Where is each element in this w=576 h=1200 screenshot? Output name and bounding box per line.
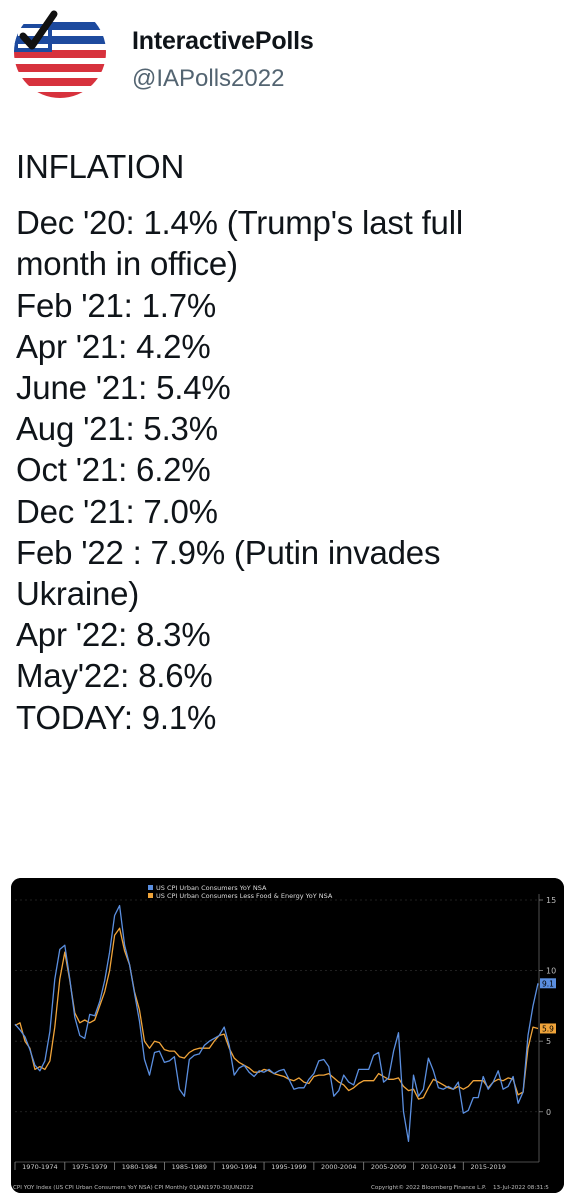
chart-footer: CPI YOY Index (US CPI Urban Consumers Yo…: [13, 1184, 549, 1191]
account-handle[interactable]: @IAPolls2022: [132, 65, 285, 92]
chart-background: [11, 878, 564, 1193]
series-line: [14, 904, 539, 1143]
legend-swatch: [148, 885, 153, 890]
tweet-line: Dec '21: 7.0%: [16, 492, 218, 530]
x-tick-label: 1970-1974: [22, 1163, 57, 1171]
legend-label: US CPI Urban Consumers YoY NSA: [156, 884, 267, 892]
check-flag-icon: [14, 6, 106, 98]
footer-date: 13-Jul-2022 08:31:5: [493, 1185, 549, 1191]
last-value-label: 9.1: [542, 979, 554, 988]
tweet-line: TODAY: 9.1%: [16, 698, 217, 736]
x-tick-label: 2005-2009: [371, 1163, 406, 1171]
tweet-line: Apr '22: 8.3%: [16, 616, 211, 654]
tweet-line: Feb '21: 1.7%: [16, 286, 216, 324]
tweet-line: Feb '22 : 7.9% (Putin invades: [16, 533, 441, 571]
x-tick-label: 1995-1999: [271, 1163, 306, 1171]
legend-label: US CPI Urban Consumers Less Food & Energ…: [156, 892, 333, 900]
inflation-chart[interactable]: US CPI Urban Consumers YoY NSA US CPI Urb…: [11, 878, 564, 1193]
footer-source: CPI YOY Index (US CPI Urban Consumers Yo…: [13, 1185, 254, 1191]
tweet-line: month in office): [16, 245, 238, 283]
chart-x-axis: 1970-1974 1975-1979 1980-1984 1985-1989 1990…: [14, 1162, 506, 1171]
tweet-line: June '21: 5.4%: [16, 369, 231, 407]
tweet-line: Ukraine): [16, 575, 140, 613]
last-value-label: 5.9: [542, 1024, 554, 1033]
y-tick-label: 10: [546, 967, 556, 976]
tweet-lines: Dec '20: 1.4% (Trump's last full month in…: [16, 202, 564, 738]
y-tick-label: 15: [546, 896, 556, 905]
legend-swatch: [148, 893, 153, 898]
chart-series: [14, 904, 539, 1143]
tweet-line: Apr '21: 4.2%: [16, 327, 211, 365]
tweet-line: May'22: 8.6%: [16, 657, 213, 695]
y-tick-label: 0: [546, 1108, 551, 1117]
x-tick-label: 1985-1989: [172, 1163, 207, 1171]
last-value-badge: [540, 1023, 556, 1034]
x-tick-label: 1990-1994: [221, 1163, 256, 1171]
tweet-line: Dec '20: 1.4% (Trump's last full: [16, 204, 463, 242]
chart-y-axis: 0 5 10 15 9.1 5.9: [539, 896, 556, 1117]
account-name[interactable]: InteractivePolls: [132, 27, 314, 55]
tweet-line: Aug '21: 5.3%: [16, 410, 218, 448]
x-tick-label: 1980-1984: [122, 1163, 157, 1171]
x-tick-label: 1975-1979: [72, 1163, 107, 1171]
tweet-line: Oct '21: 6.2%: [16, 451, 211, 489]
tweet-header: InteractivePolls @IAPolls2022: [14, 6, 554, 98]
footer-copyright: Copyright© 2022 Bloomberg Finance L.P.: [371, 1184, 486, 1191]
y-tick-label: 5: [546, 1037, 551, 1046]
x-tick-label: 2010-2014: [421, 1163, 456, 1171]
last-value-badge: [540, 978, 556, 989]
chart-grid: [15, 894, 540, 1163]
avatar[interactable]: [14, 6, 106, 98]
tweet-heading: INFLATION: [16, 148, 185, 185]
x-tick-label: 2015-2019: [470, 1163, 505, 1171]
x-tick-label: 2000-2004: [321, 1163, 356, 1171]
tweet-text: INFLATION Dec '20: 1.4% (Trump's last fu…: [16, 146, 564, 738]
